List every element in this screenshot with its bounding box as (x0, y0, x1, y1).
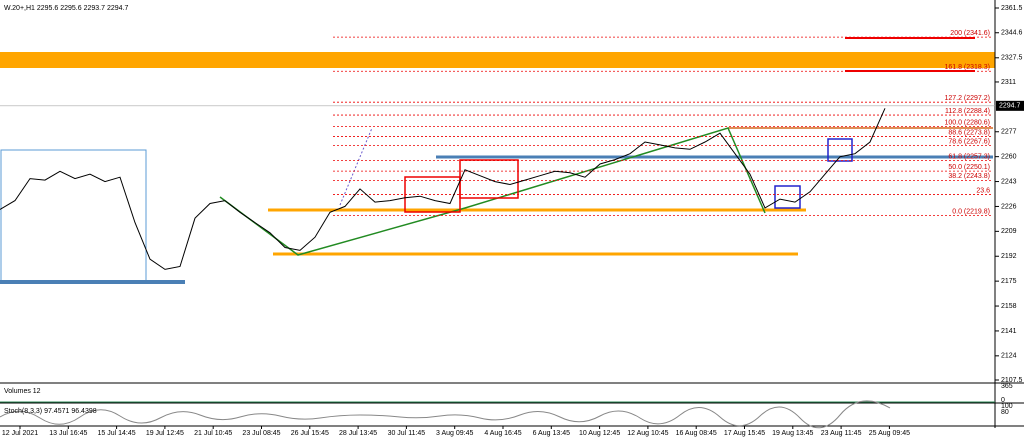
y-tick-label: 2327.5 (1001, 55, 1023, 62)
fib-label: 88.6 (2273.8) (948, 129, 990, 136)
box (774, 185, 801, 209)
fib-label: 161.8 (2318.3) (944, 64, 990, 71)
x-tick-label: 15 Jul 14:45 (98, 430, 136, 437)
y-tick-label: 2277 (1001, 129, 1017, 136)
stoch-label: Stoch(8,3,3) 97.4571 96.4398 (4, 408, 97, 415)
fib-label: 23.6 (976, 187, 990, 194)
stoch-tick-label: 80 (1001, 409, 1009, 416)
box (459, 159, 519, 199)
current-price-box (996, 100, 1024, 111)
y-tick-label: 2141 (1001, 328, 1017, 335)
fib-label: 61.8 (2257.3) (948, 153, 990, 160)
x-tick-label: 23 Jul 08:45 (242, 430, 280, 437)
y-tick-label: 2226 (1001, 203, 1017, 210)
y-tick-label: 2175 (1001, 278, 1017, 285)
x-tick-label: 16 Aug 08:45 (676, 430, 717, 437)
fib-label: 78.6 (2267.6) (948, 138, 990, 145)
trend-line (339, 127, 373, 206)
x-tick-label: 6 Aug 13:45 (533, 430, 570, 437)
y-tick-label: 2243 (1001, 178, 1017, 185)
x-tick-label: 12 Jul 2021 (2, 430, 38, 437)
x-tick-label: 25 Aug 09:45 (869, 430, 910, 437)
fib-label: 112.8 (2288.4) (945, 108, 990, 115)
box (827, 138, 853, 162)
fib-label: 38.2 (2243.8) (948, 173, 990, 180)
supply-zone (0, 52, 995, 68)
volume-label: Volumes 12 (4, 388, 41, 395)
current-price-label: 2294.7 (999, 103, 1021, 110)
y-tick-label: 2107.5 (1001, 377, 1023, 384)
y-tick-label: 2344.6 (1001, 30, 1023, 37)
volume-tick-label: 365 (1001, 383, 1013, 390)
y-tick-label: 2209 (1001, 228, 1017, 235)
fib-label: 200 (2341.6) (950, 30, 990, 37)
fib-label: 100.0 (2280.6) (944, 119, 990, 126)
x-tick-label: 19 Jul 12:45 (146, 430, 184, 437)
x-tick-label: 12 Aug 10:45 (627, 430, 668, 437)
fib-label: 0.0 (2219.8) (952, 208, 990, 215)
stoch-line (0, 400, 891, 429)
y-tick-label: 2311 (1001, 79, 1016, 86)
x-tick-label: 19 Aug 13:45 (772, 430, 813, 437)
x-tick-label: 10 Aug 12:45 (579, 430, 620, 437)
x-tick-label: 13 Jul 16:45 (49, 430, 87, 437)
volume-tick-label: 0 (1001, 397, 1005, 404)
fib-label: 127.2 (2297.2) (944, 95, 990, 102)
y-tick-label: 2158 (1001, 303, 1017, 310)
y-tick-label: 2361.5 (1001, 5, 1023, 12)
x-tick-label: 28 Jul 13:45 (339, 430, 377, 437)
x-tick-label: 23 Aug 11:45 (821, 430, 862, 437)
x-tick-label: 4 Aug 16:45 (484, 430, 521, 437)
price-line (0, 108, 886, 270)
fib-label: 50.0 (2250.1) (948, 164, 990, 171)
x-tick-label: 26 Jul 15:45 (291, 430, 329, 437)
y-tick-label: 2124 (1001, 353, 1017, 360)
x-tick-label: 17 Aug 15:45 (724, 430, 765, 437)
x-tick-label: 21 Jul 10:45 (194, 430, 232, 437)
stoch-tick-label: 100 (1001, 403, 1013, 410)
x-tick-label: 3 Aug 09:45 (436, 430, 473, 437)
zigzag (219, 127, 766, 256)
y-tick-label: 2260 (1001, 153, 1017, 160)
x-tick-label: 30 Jul 11:45 (388, 430, 426, 437)
chart-title: W.20+,H1 2295.6 2295.6 2293.7 2294.7 (4, 5, 128, 12)
y-tick-label: 2192 (1001, 253, 1017, 260)
